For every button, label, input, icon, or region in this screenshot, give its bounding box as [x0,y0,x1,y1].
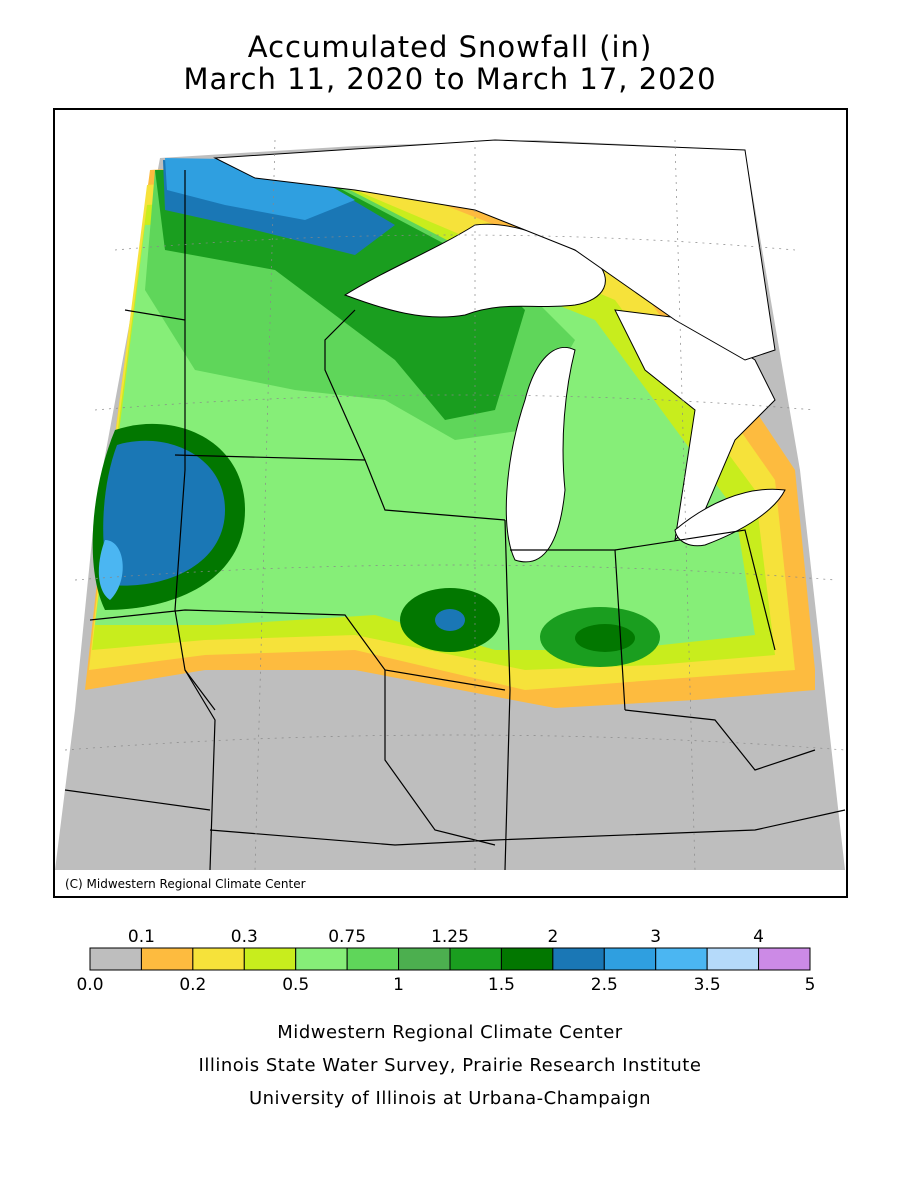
legend-swatch [243,947,297,971]
lake-michigan [505,347,576,563]
lake-superior [343,223,606,318]
legend-bottom-label: 0.2 [179,975,206,995]
legend-swatch [89,947,142,971]
state-boundaries [64,170,846,871]
legend-swatch [500,947,554,971]
snow-blob-iowa-core [435,609,465,631]
snowfall-map: (C) Midwestern Regional Climate Center [53,108,848,898]
snow-blob-west-inner [103,440,225,586]
legend-top-label: 0.75 [328,927,366,947]
legend-bottom-label: 1 [393,975,404,995]
snow-band-dark-green [155,170,525,420]
legend-swatch [706,947,760,971]
legend-swatch [346,947,400,971]
snowfall-map-graphic [55,139,846,871]
legend-top-label: 2 [547,927,558,947]
legend-bottom-label: 2.5 [591,975,618,995]
legend-top-label: 0.3 [231,927,258,947]
credit-line-2: Illinois State Water Survey, Prairie Res… [198,1055,702,1076]
lat-lon-grid [64,139,846,871]
legend-top-label: 4 [753,927,764,947]
color-legend: 0.1 0.3 0.75 1.25 2 3 4 0.0 0.2 0.5 1 1.5 2.5 3.5 5 [0,920,900,1010]
canada-north [213,139,776,361]
legend-bottom-label: 5 [805,975,816,995]
credit-line-3: University of Illinois at Urbana-Champai… [248,1088,652,1109]
legend-bottom-label: 3.5 [694,975,721,995]
legend-swatch [192,947,245,971]
legend-bottom-label: 1.5 [488,975,515,995]
credit-line-1: Midwestern Regional Climate Center [277,1022,623,1043]
legend-swatch [552,947,605,971]
legend-bar: 0.1 0.3 0.75 1.25 2 3 4 0.0 0.2 0.5 1 1.5 2.5 3.5 5 [76,927,816,995]
legend-swatch [449,947,502,971]
snow-blob-indiana-core [575,624,635,652]
lake-erie [674,488,786,547]
legend-swatch [655,947,708,971]
legend-bottom-label: 0.0 [76,975,103,995]
map-date-range: March 11, 2020 to March 17, 2020 [183,62,717,96]
map-title: Accumulated Snowfall (in) [247,30,653,64]
legend-swatch [398,947,451,971]
legend-swatch [295,947,348,971]
copyright-notice: (C) Midwestern Regional Climate Center [61,876,310,892]
legend-swatch [603,947,657,971]
legend-swatch [140,947,194,971]
snow-blob-west-core [98,540,123,600]
legend-top-label: 1.25 [431,927,469,947]
legend-bottom-label: 0.5 [282,975,309,995]
legend-top-label: 0.1 [128,927,155,947]
legend-top-label: 3 [650,927,661,947]
legend-swatch [758,947,811,971]
